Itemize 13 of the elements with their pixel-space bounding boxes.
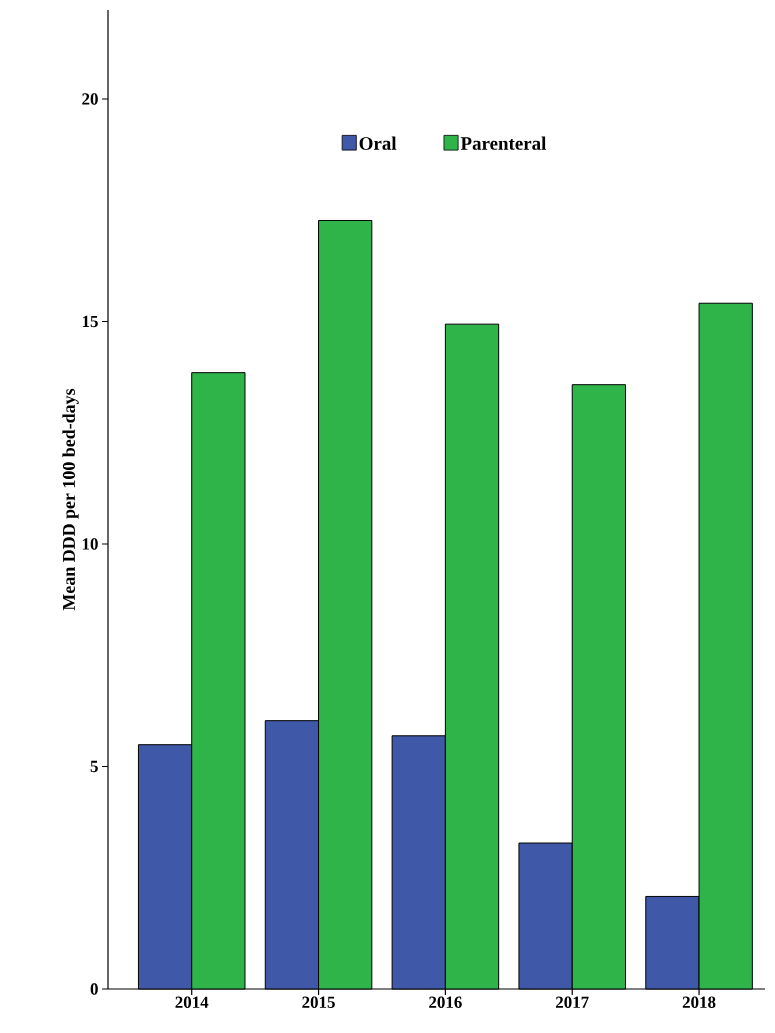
x-tick-label: 2017	[556, 996, 589, 1008]
y-tick-label: 20	[82, 93, 98, 105]
legend-label: Oral	[359, 136, 397, 150]
x-tick-label: 2015	[302, 996, 335, 1008]
y-tick-label: 10	[82, 538, 98, 550]
y-tick-label: 0	[90, 983, 98, 995]
legend-label: Parenteral	[460, 136, 547, 150]
x-tick-label: 2014	[175, 996, 209, 1008]
y-axis-title: Mean DDD per 100 bed-days	[62, 388, 79, 611]
x-tick-label: 2016	[429, 996, 462, 1008]
x-tick-label: 2018	[682, 996, 716, 1008]
y-tick-label: 5	[90, 760, 98, 773]
y-tick-label: 15	[82, 315, 98, 328]
